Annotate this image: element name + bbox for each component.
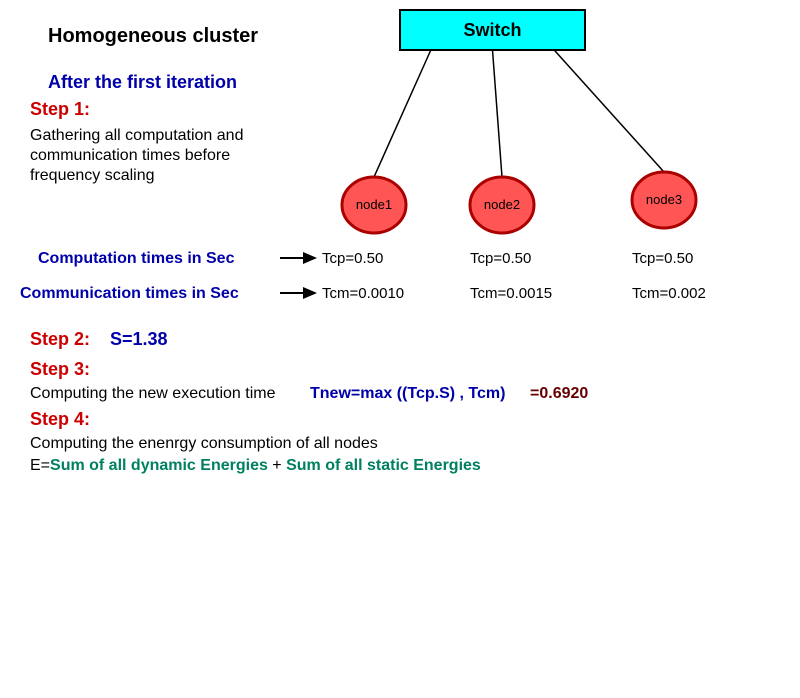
step1-line2: communication times before bbox=[30, 147, 230, 164]
step2-value: S=1.38 bbox=[110, 329, 168, 349]
nodes: node1 node2 node3 bbox=[342, 172, 696, 233]
tcp-value: Tcp=0.50 bbox=[470, 250, 531, 267]
edge bbox=[374, 50, 431, 177]
subtitle: After the first iteration bbox=[48, 72, 237, 92]
communication-label: Communication times in Sec bbox=[20, 285, 239, 302]
node-label: node2 bbox=[484, 197, 520, 212]
step1-line3: frequency scaling bbox=[30, 167, 155, 184]
step2-label: Step 2: bbox=[30, 329, 90, 349]
tcp-value: Tcp=0.50 bbox=[632, 250, 693, 267]
tcm-value: Tcm=0.002 bbox=[632, 285, 706, 302]
step3-formula: Tnew=max ((Tcp.S) , Tcm) bbox=[310, 385, 505, 402]
step1-line1: Gathering all computation and bbox=[30, 127, 243, 144]
switch-node: Switch bbox=[400, 10, 585, 50]
node-label: node3 bbox=[646, 192, 682, 207]
step4-text: Computing the enenrgy consumption of all… bbox=[30, 435, 378, 452]
switch-label: Switch bbox=[463, 20, 521, 40]
step1-label: Step 1: bbox=[30, 99, 90, 119]
tcm-value: Tcm=0.0015 bbox=[470, 285, 552, 302]
step3-label: Step 3: bbox=[30, 359, 90, 379]
tcp-value: Tcp=0.50 bbox=[322, 250, 383, 267]
step3-result: =0.6920 bbox=[530, 385, 588, 402]
step3-text: Computing the new execution time bbox=[30, 385, 276, 402]
edge bbox=[493, 50, 503, 177]
page-title: Homogeneous cluster bbox=[48, 25, 258, 47]
step4-energy: E=Sum of all dynamic Energies + Sum of a… bbox=[30, 457, 481, 474]
node-metrics: Tcp=0.50 Tcm=0.0010 Tcp=0.50 Tcm=0.0015 Tcp=… bbox=[322, 250, 706, 302]
computation-label: Computation times in Sec bbox=[38, 250, 235, 267]
tcm-value: Tcm=0.0010 bbox=[322, 285, 404, 302]
step4-label: Step 4: bbox=[30, 409, 90, 429]
edge bbox=[554, 50, 664, 172]
node-label: node1 bbox=[356, 197, 392, 212]
edges bbox=[374, 50, 664, 177]
